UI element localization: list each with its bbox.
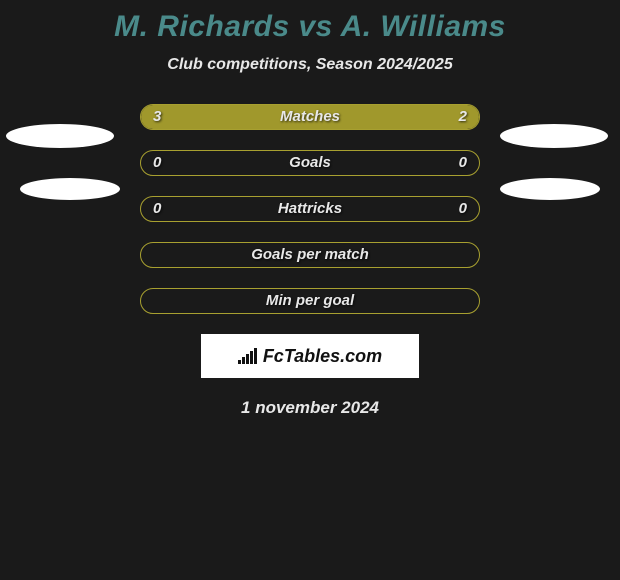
stats-list: 32Matches 00Goals 00Hattricks Goals per mat…	[140, 104, 480, 314]
stat-label: Goals	[141, 151, 479, 175]
stat-label: Min per goal	[141, 289, 479, 313]
decorative-ellipse	[20, 178, 120, 200]
date-label: 1 november 2024	[0, 398, 620, 418]
stat-row: Min per goal	[140, 288, 480, 314]
brand-label: FcTables.com	[238, 346, 382, 367]
brand-bars-icon	[238, 348, 257, 364]
brand-bar	[250, 351, 253, 364]
comparison-widget: M. Richards vs A. Williams Club competit…	[0, 0, 620, 418]
brand-bar	[242, 357, 245, 364]
stat-row: 00Hattricks	[140, 196, 480, 222]
brand-bar	[238, 360, 241, 364]
brand-text: FcTables.com	[263, 346, 382, 367]
stat-row: 32Matches	[140, 104, 480, 130]
stat-row: 00Goals	[140, 150, 480, 176]
stat-label: Hattricks	[141, 197, 479, 221]
stat-label: Matches	[141, 105, 479, 129]
stat-row: Goals per match	[140, 242, 480, 268]
brand-bar	[254, 348, 257, 364]
decorative-ellipse	[500, 178, 600, 200]
subtitle: Club competitions, Season 2024/2025	[0, 56, 620, 74]
decorative-ellipse	[500, 124, 608, 148]
stat-label: Goals per match	[141, 243, 479, 267]
brand-box: FcTables.com	[201, 334, 419, 378]
page-title: M. Richards vs A. Williams	[0, 10, 620, 44]
decorative-ellipse	[6, 124, 114, 148]
brand-bar	[246, 354, 249, 364]
